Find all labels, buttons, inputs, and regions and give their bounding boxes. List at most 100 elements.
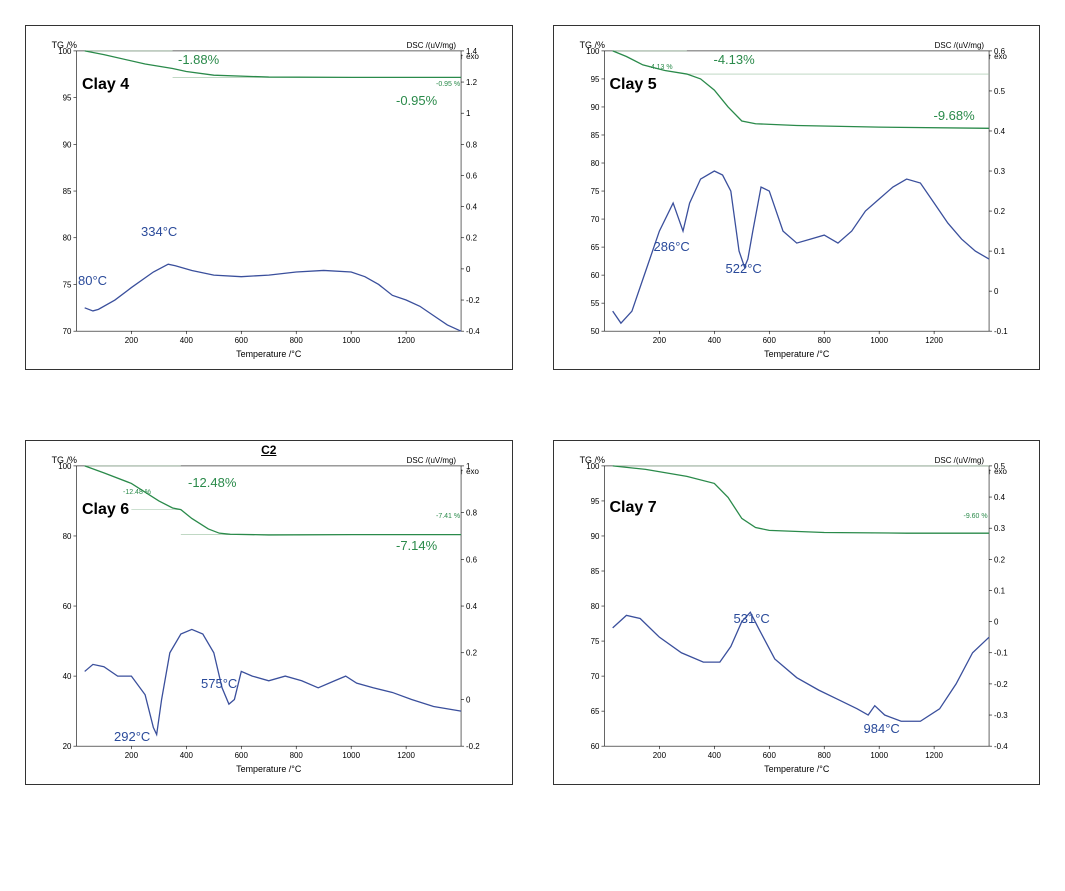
svg-text:0: 0 [994, 287, 999, 296]
svg-text:1000: 1000 [342, 751, 360, 760]
svg-text:0.2: 0.2 [994, 555, 1006, 564]
svg-text:600: 600 [762, 336, 776, 345]
svg-text:20: 20 [63, 742, 72, 751]
chart-title: Clay 5 [610, 76, 657, 94]
svg-text:65: 65 [590, 707, 599, 716]
svg-text:75: 75 [590, 187, 599, 196]
svg-text:600: 600 [235, 336, 249, 345]
svg-text:0.2: 0.2 [466, 234, 478, 243]
svg-text:↑ exo: ↑ exo [460, 467, 480, 476]
dsc-annotation: 575°C [201, 676, 237, 691]
chart-panel-clay7: 20040060080010001200Temperature /°C60657… [553, 440, 1041, 785]
svg-text:75: 75 [63, 280, 72, 289]
svg-text:90: 90 [590, 103, 599, 112]
svg-text:1000: 1000 [870, 336, 888, 345]
dsc-annotation: 522°C [726, 261, 762, 276]
svg-text:-0.2: -0.2 [466, 742, 480, 751]
svg-text:95: 95 [590, 497, 599, 506]
svg-text:0.5: 0.5 [994, 87, 1006, 96]
svg-text:50: 50 [590, 327, 599, 336]
svg-text:1000: 1000 [342, 336, 360, 345]
dsc-annotation: 984°C [864, 721, 900, 736]
svg-text:1000: 1000 [870, 751, 888, 760]
chart-panel-clay5: 20040060080010001200Temperature /°C50556… [553, 25, 1041, 370]
svg-text:85: 85 [590, 131, 599, 140]
svg-text:Temperature /°C: Temperature /°C [764, 349, 830, 359]
dsc-annotation: 531°C [734, 611, 770, 626]
svg-text:0.2: 0.2 [466, 649, 478, 658]
chart-title: Clay 7 [610, 499, 657, 517]
svg-text:200: 200 [652, 751, 666, 760]
svg-text:0.2: 0.2 [994, 207, 1006, 216]
chart-title: Clay 4 [82, 76, 129, 94]
svg-text:0: 0 [466, 695, 471, 704]
svg-text:Temperature /°C: Temperature /°C [236, 349, 302, 359]
svg-text:0.4: 0.4 [466, 602, 478, 611]
svg-text:0.8: 0.8 [466, 509, 478, 518]
svg-text:TG /%: TG /% [579, 40, 604, 50]
svg-text:85: 85 [590, 567, 599, 576]
svg-text:80: 80 [63, 234, 72, 243]
svg-text:80: 80 [63, 532, 72, 541]
svg-text:DSC /(uV/mg): DSC /(uV/mg) [407, 456, 457, 465]
svg-text:65: 65 [590, 243, 599, 252]
svg-text:-0.1: -0.1 [994, 327, 1008, 336]
svg-text:↑ exo: ↑ exo [987, 467, 1007, 476]
tg-annotation-small: -4.13 % [649, 64, 673, 71]
chart-panel-clay4: 20040060080010001200Temperature /°C70758… [25, 25, 513, 370]
svg-text:1200: 1200 [925, 751, 943, 760]
tg-annotation-small: -12.48 % [123, 489, 151, 496]
chart-title: Clay 6 [82, 501, 129, 519]
svg-text:400: 400 [180, 336, 194, 345]
svg-text:75: 75 [590, 637, 599, 646]
svg-text:600: 600 [235, 751, 249, 760]
svg-text:80: 80 [590, 159, 599, 168]
svg-text:55: 55 [590, 299, 599, 308]
tg-annotation-small: -0.95 % [436, 81, 460, 88]
svg-text:400: 400 [707, 336, 721, 345]
svg-text:-0.2: -0.2 [994, 680, 1008, 689]
svg-text:-0.4: -0.4 [466, 327, 480, 336]
svg-text:60: 60 [63, 602, 72, 611]
svg-text:0.4: 0.4 [466, 203, 478, 212]
tg-annotation-small: -7.41 % [436, 513, 460, 520]
svg-text:200: 200 [125, 336, 139, 345]
svg-text:DSC /(uV/mg): DSC /(uV/mg) [407, 41, 457, 50]
svg-text:-0.4: -0.4 [994, 742, 1008, 751]
svg-text:0: 0 [994, 618, 999, 627]
dsc-annotation: 80°C [78, 273, 107, 288]
svg-text:0.1: 0.1 [994, 247, 1006, 256]
svg-text:95: 95 [590, 75, 599, 84]
svg-text:60: 60 [590, 271, 599, 280]
svg-text:↑ exo: ↑ exo [460, 52, 480, 61]
svg-text:70: 70 [63, 327, 72, 336]
svg-text:1200: 1200 [397, 336, 415, 345]
svg-text:1: 1 [466, 109, 471, 118]
svg-text:400: 400 [180, 751, 194, 760]
svg-text:60: 60 [590, 742, 599, 751]
tg-annotation: -7.14% [396, 538, 437, 553]
svg-text:0: 0 [466, 265, 471, 274]
svg-text:0.4: 0.4 [994, 127, 1006, 136]
svg-text:0.3: 0.3 [994, 524, 1006, 533]
svg-text:800: 800 [290, 751, 304, 760]
svg-text:0.6: 0.6 [466, 171, 478, 180]
svg-text:-0.3: -0.3 [994, 711, 1008, 720]
dsc-annotation: 292°C [114, 729, 150, 744]
svg-text:1200: 1200 [925, 336, 943, 345]
svg-text:800: 800 [817, 751, 831, 760]
svg-text:90: 90 [63, 140, 72, 149]
svg-text:TG /%: TG /% [52, 40, 77, 50]
tg-annotation: -1.88% [178, 52, 219, 67]
svg-text:800: 800 [290, 336, 304, 345]
svg-text:↑ exo: ↑ exo [987, 52, 1007, 61]
svg-text:Temperature /°C: Temperature /°C [764, 764, 830, 774]
svg-text:200: 200 [652, 336, 666, 345]
svg-text:90: 90 [590, 532, 599, 541]
svg-text:DSC /(uV/mg): DSC /(uV/mg) [934, 41, 984, 50]
chart-subtitle: C2 [261, 443, 276, 457]
svg-text:80: 80 [590, 602, 599, 611]
svg-text:400: 400 [707, 751, 721, 760]
dsc-annotation: 334°C [141, 224, 177, 239]
svg-text:85: 85 [63, 187, 72, 196]
